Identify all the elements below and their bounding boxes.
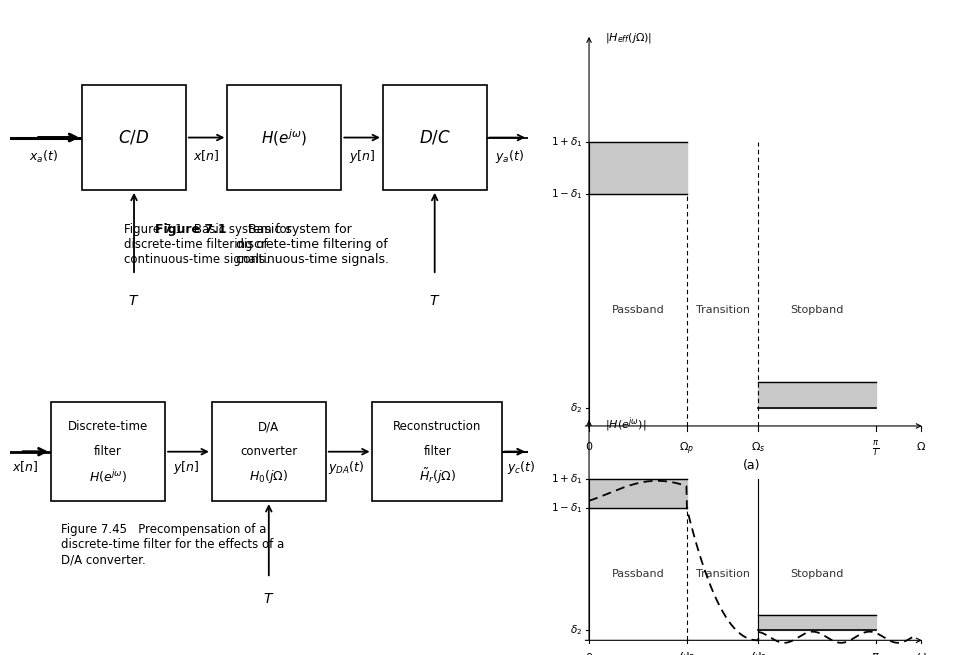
Text: D/A: D/A [258,421,279,434]
Text: $\Omega_p$: $\Omega_p$ [680,440,694,457]
Text: $H(e^{j\omega})$: $H(e^{j\omega})$ [261,127,307,148]
Text: $T$: $T$ [129,293,140,308]
Text: $D/C$: $D/C$ [419,128,450,147]
Text: $H_0(j\Omega)$: $H_0(j\Omega)$ [250,468,288,485]
Text: $H(e^{j\omega})$: $H(e^{j\omega})$ [89,468,128,485]
Text: $\delta_2$: $\delta_2$ [570,623,583,637]
FancyBboxPatch shape [228,85,342,190]
Text: $\frac{\pi}{T}$: $\frac{\pi}{T}$ [872,440,879,459]
Text: $C/D$: $C/D$ [118,128,150,147]
Text: Transition: Transition [696,305,750,315]
Text: (a): (a) [743,460,760,472]
Text: $1+\delta_1$: $1+\delta_1$ [551,136,583,149]
Text: Figure 7.1   Basic system for
discrete-time filtering of
continuous-time signals: Figure 7.1 Basic system for discrete-tim… [124,223,291,266]
Text: Stopband: Stopband [790,305,844,315]
Text: Passband: Passband [612,569,664,579]
Text: $1+\delta_1$: $1+\delta_1$ [551,472,583,485]
FancyBboxPatch shape [83,85,186,190]
FancyBboxPatch shape [383,85,487,190]
Text: $T$: $T$ [429,293,441,308]
Text: $\tilde{H}_r(j\Omega)$: $\tilde{H}_r(j\Omega)$ [419,467,456,486]
Text: $\Omega_s$: $\Omega_s$ [752,440,766,454]
Text: $|H_{eff}(j\Omega)|$: $|H_{eff}(j\Omega)|$ [606,31,653,45]
Text: $T$: $T$ [263,592,275,606]
Text: Reconstruction: Reconstruction [393,421,482,434]
Text: $1-\delta_1$: $1-\delta_1$ [551,501,583,515]
Text: $y_{DA}(t)$: $y_{DA}(t)$ [328,459,365,476]
Text: $y_a(t)$: $y_a(t)$ [495,149,524,166]
Text: $\omega$: $\omega$ [916,650,926,655]
FancyBboxPatch shape [51,402,165,501]
Text: $0$: $0$ [585,650,593,655]
FancyBboxPatch shape [372,402,502,501]
Text: $x_a(t)$: $x_a(t)$ [29,149,58,164]
Text: Stopband: Stopband [790,569,844,579]
Text: Transition: Transition [696,569,750,579]
Text: $y[n]$: $y[n]$ [173,459,200,476]
Text: $\delta_2$: $\delta_2$ [570,401,583,415]
Text: $0$: $0$ [585,440,593,452]
Text: $|H(e^{j\omega})|$: $|H(e^{j\omega})|$ [606,415,647,434]
Text: $\Omega$: $\Omega$ [917,440,926,452]
Text: $y_c(t)$: $y_c(t)$ [507,459,536,476]
Text: Figure 7.1: Figure 7.1 [155,223,227,236]
Text: $1-\delta_1$: $1-\delta_1$ [551,187,583,200]
Text: $\omega_p$: $\omega_p$ [679,650,695,655]
Text: Basic system for
discrete-time filtering of
continuous-time signals.: Basic system for discrete-time filtering… [236,223,390,266]
Text: $\pi$: $\pi$ [872,650,880,655]
Text: Figure 7.45   Precompensation of a
discrete-time filter for the effects of a
D/A: Figure 7.45 Precompensation of a discret… [61,523,285,566]
Text: converter: converter [240,445,298,458]
FancyBboxPatch shape [212,402,325,501]
Text: Passband: Passband [612,305,664,315]
Text: $x[n]$: $x[n]$ [12,459,38,474]
Text: $\omega_s$: $\omega_s$ [751,650,766,655]
Text: $x[n]$: $x[n]$ [193,149,220,164]
Text: $y[n]$: $y[n]$ [348,149,375,166]
Text: Discrete-time: Discrete-time [68,421,148,434]
Text: filter: filter [94,445,122,458]
Text: filter: filter [423,445,451,458]
